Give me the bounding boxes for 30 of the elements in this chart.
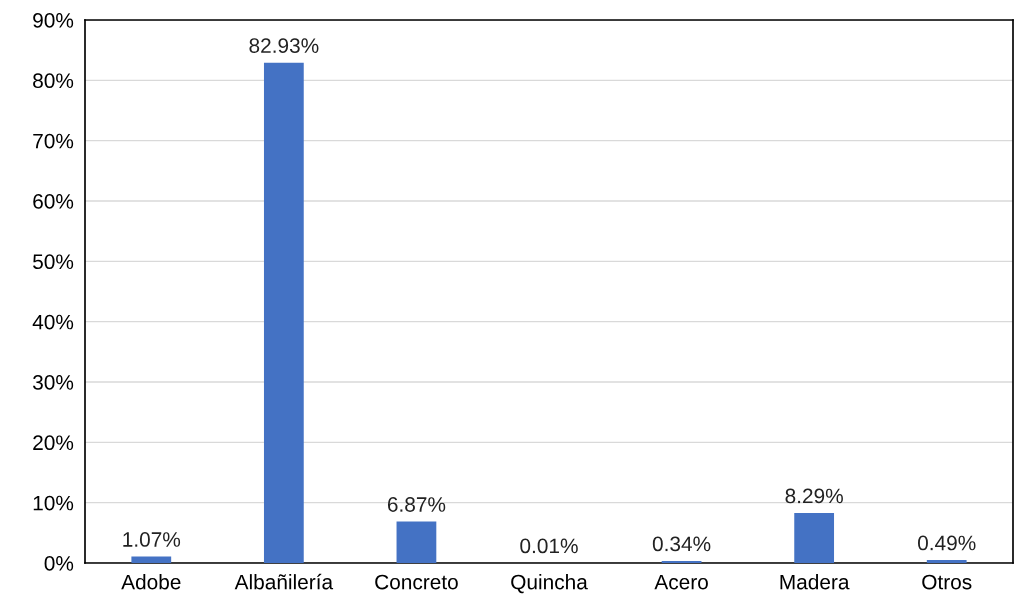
y-tick-label: 50% xyxy=(33,254,74,270)
data-label: 82.93% xyxy=(249,38,319,53)
y-tick-label: 20% xyxy=(33,435,74,451)
x-tick-label: Adobe xyxy=(121,574,181,590)
bar xyxy=(926,560,967,563)
y-tick-label: 80% xyxy=(33,73,74,89)
y-tick-label: 40% xyxy=(32,314,74,330)
x-tick-label: Concreto xyxy=(375,574,458,590)
x-tick-label: Otros xyxy=(922,574,972,590)
y-tick-label: 70% xyxy=(33,133,74,149)
y-tick-label: 0% xyxy=(44,556,74,571)
y-tick-label: 60% xyxy=(33,194,74,209)
bar xyxy=(263,62,304,563)
y-tick-label: 90% xyxy=(33,13,74,28)
data-label: 0.01% xyxy=(520,538,578,554)
data-label: 6.87% xyxy=(387,497,446,512)
y-tick-label: 30% xyxy=(32,375,74,390)
bar xyxy=(794,512,835,563)
data-label: 0.49% xyxy=(917,535,976,551)
x-tick-label: Acero xyxy=(654,574,708,590)
x-tick-label: Albañilería xyxy=(234,573,334,590)
bar xyxy=(396,521,437,563)
x-tick-label: Madera xyxy=(780,574,850,590)
y-tick-label: 10% xyxy=(33,495,74,511)
data-label: 8.29% xyxy=(785,488,843,504)
data-label: 1.07% xyxy=(123,532,181,547)
x-tick-label: Quincha xyxy=(511,574,588,594)
bar xyxy=(131,556,172,563)
bar xyxy=(661,560,702,563)
data-label: 0.34% xyxy=(652,536,711,552)
